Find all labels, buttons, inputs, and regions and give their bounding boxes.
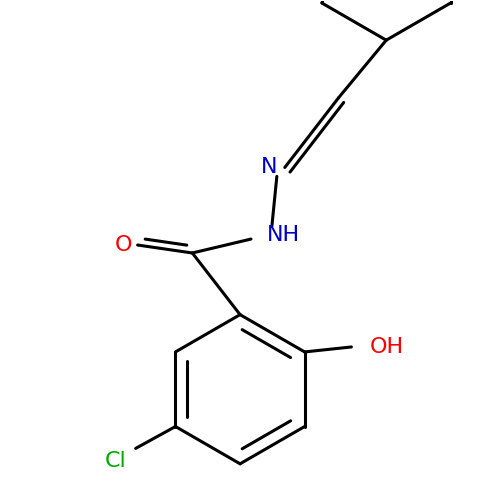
Text: O: O (115, 235, 132, 255)
Text: N: N (260, 158, 277, 178)
Text: Cl: Cl (105, 452, 126, 471)
Text: NH: NH (267, 225, 300, 245)
Text: OH: OH (370, 337, 404, 357)
